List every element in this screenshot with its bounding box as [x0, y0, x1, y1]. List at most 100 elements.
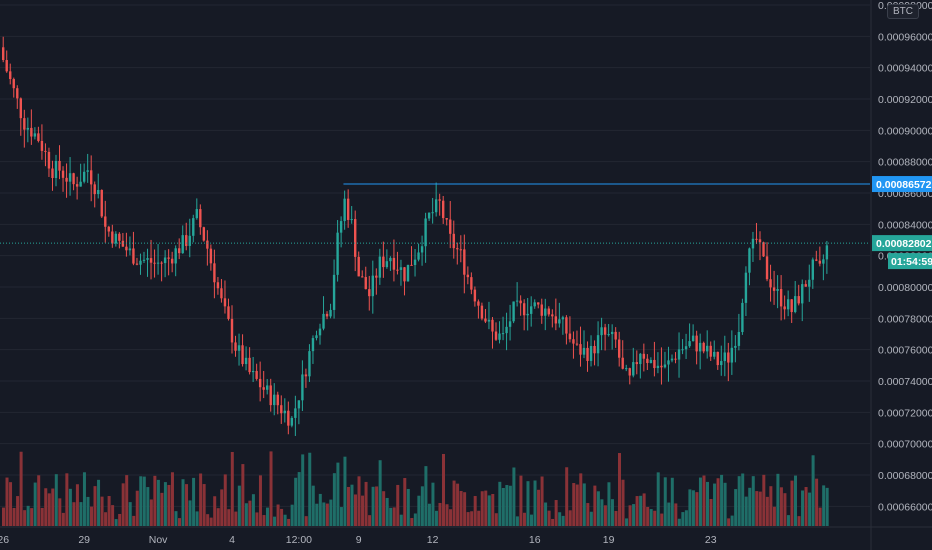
volume-bar	[737, 476, 741, 526]
volume-bar	[248, 500, 252, 526]
volume-bar	[107, 496, 111, 526]
volume-bar	[364, 481, 368, 526]
candle-body	[343, 198, 346, 222]
volume-bar	[61, 512, 65, 526]
y-tick-label: 0.00078000	[878, 313, 932, 325]
volume-bar	[163, 482, 167, 526]
volume-bar	[808, 492, 812, 526]
volume-bar	[582, 483, 586, 526]
volume-bar	[748, 487, 752, 526]
volume-bar	[565, 467, 569, 526]
volume-bar	[86, 496, 90, 526]
volume-bar	[54, 474, 58, 526]
volume-bar	[442, 453, 445, 526]
volume-bar	[332, 473, 336, 526]
candle-body	[132, 248, 135, 264]
volume-bar	[456, 483, 460, 526]
candle-body	[424, 218, 427, 247]
volume-bar	[575, 484, 579, 526]
volume-bar	[82, 472, 86, 526]
volume-bar	[399, 514, 403, 526]
candle-body	[223, 298, 227, 307]
volume-bar	[135, 490, 139, 526]
candle-body	[371, 275, 374, 297]
volume-bar	[797, 516, 801, 526]
candle-body	[786, 299, 790, 310]
candle-body	[297, 400, 301, 409]
volume-bar	[287, 518, 291, 526]
volume-bar	[522, 512, 526, 526]
candle-body	[385, 261, 389, 268]
candle-body	[582, 347, 586, 355]
candle-body	[572, 339, 575, 344]
candle-body	[107, 226, 110, 232]
volume-bar	[128, 502, 132, 526]
volume-bar	[9, 482, 13, 526]
candle-body	[276, 394, 279, 406]
candle-body	[822, 259, 825, 264]
volume-bar	[610, 499, 614, 526]
volume-bar	[336, 462, 340, 526]
candle-body	[554, 316, 558, 324]
candle-body	[790, 299, 793, 313]
volume-bar	[378, 460, 382, 526]
volume-bar	[801, 490, 805, 526]
candle-body	[646, 358, 649, 364]
candle-body	[815, 259, 818, 261]
candle-body	[625, 368, 628, 370]
y-tick-label: 0.00076000	[878, 345, 932, 357]
candle-body	[308, 351, 311, 377]
candle-body	[350, 219, 353, 221]
candle-body	[47, 151, 51, 169]
candle-body	[501, 333, 505, 335]
volume-bar	[660, 513, 664, 526]
volume-bar	[825, 487, 829, 526]
candle-body	[258, 378, 262, 388]
volume-bar	[628, 505, 632, 526]
candle-body	[304, 374, 308, 377]
volume-bar	[33, 482, 37, 526]
candle-body	[403, 267, 406, 282]
candle-body	[695, 335, 698, 352]
candle-body	[684, 346, 688, 350]
volume-bar	[519, 475, 523, 526]
candle-body	[744, 272, 748, 303]
candle-body	[533, 302, 536, 307]
volume-bar	[403, 478, 407, 526]
volume-bar	[600, 499, 604, 526]
candle-body	[691, 335, 695, 342]
candle-body	[417, 252, 420, 260]
volume-bar	[357, 476, 361, 526]
volume-bar	[19, 451, 23, 526]
candle-body	[544, 308, 547, 316]
candle-body	[649, 359, 653, 364]
currency-badge[interactable]: BTC	[887, 4, 919, 19]
candle-body	[410, 264, 413, 266]
volume-bar	[769, 486, 773, 526]
candle-body	[255, 370, 258, 379]
volume-bar	[37, 475, 41, 526]
volume-bar	[427, 503, 431, 526]
candle-body	[357, 256, 360, 277]
candle-body	[199, 209, 202, 228]
candle-body	[262, 387, 265, 390]
candle-body	[192, 218, 195, 236]
candle-body	[434, 199, 438, 213]
candle-body	[519, 300, 522, 304]
volume-bar	[361, 495, 365, 526]
candle-body	[16, 88, 19, 99]
volume-bar	[603, 505, 607, 526]
volume-bar	[501, 487, 505, 526]
volume-bar	[311, 485, 315, 526]
volume-bar	[646, 506, 650, 526]
candle-body	[537, 302, 540, 305]
volume-bar	[266, 507, 269, 526]
volume-bar	[30, 508, 34, 526]
candle-body	[111, 231, 114, 244]
candle-body	[716, 351, 719, 366]
candle-body	[706, 345, 709, 352]
candle-body	[551, 314, 554, 317]
volume-bar	[625, 518, 629, 526]
volume-bar	[47, 493, 51, 526]
